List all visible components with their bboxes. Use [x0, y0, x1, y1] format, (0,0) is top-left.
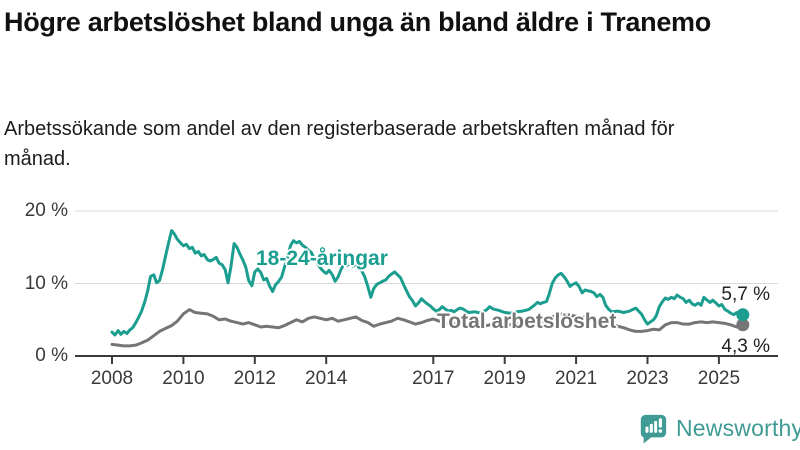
end-value-label-young: 5,7 %: [721, 284, 770, 305]
series-label-young: 18-24-åringar: [256, 247, 388, 270]
x-axis-label: 2008: [90, 368, 134, 389]
x-axis-label: 2021: [554, 368, 598, 389]
x-axis-label: 2023: [626, 368, 669, 389]
x-axis-label: 2012: [233, 368, 276, 389]
y-axis-label: 10 %: [24, 272, 68, 294]
series-line: [110, 229, 745, 337]
x-axis-label: 2025: [697, 368, 741, 389]
brand-name: Newsworthy: [676, 415, 800, 441]
end-value-label-total: 4,3 %: [721, 336, 770, 357]
series-end-dot: [736, 318, 750, 332]
chart-subtitle: Arbetssökande som andel av den registerb…: [4, 118, 675, 170]
x-axis-label: 2019: [483, 368, 526, 389]
brand-footer[interactable]: Newsworthy: [638, 413, 800, 444]
x-axis-label: 2014: [305, 368, 348, 389]
newsworthy-logo-icon: [638, 413, 668, 444]
x-axis-label: 2010: [162, 368, 205, 389]
x-axis-label: 2017: [412, 368, 455, 389]
series-end-dot: [736, 308, 750, 322]
y-axis-label: 20 %: [24, 200, 68, 221]
series-label-total: Total arbetslöshet: [437, 310, 617, 333]
y-axis-label: 0 %: [35, 345, 68, 366]
page-title: Högre arbetslöshet bland unga än bland ä…: [4, 7, 711, 37]
series-line: [110, 308, 745, 348]
